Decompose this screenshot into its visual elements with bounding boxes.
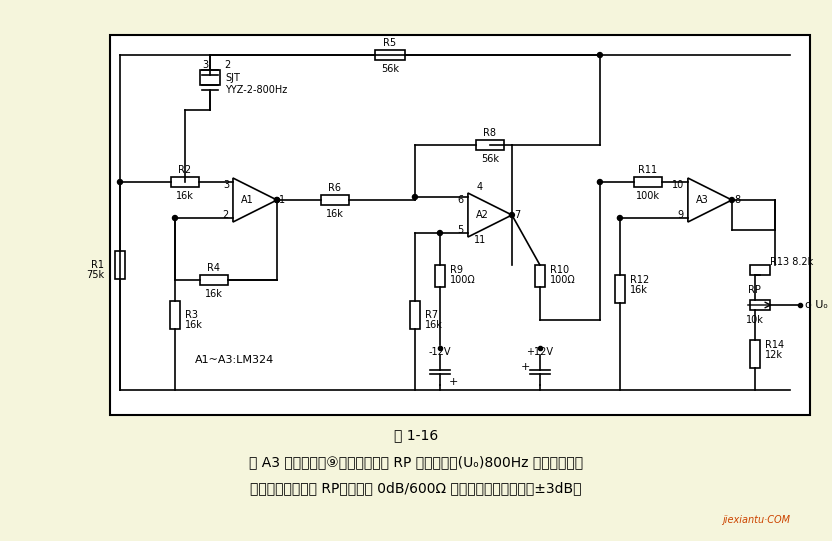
Bar xyxy=(634,177,662,187)
Text: 11: 11 xyxy=(473,235,486,245)
Bar xyxy=(750,265,770,275)
Text: R11: R11 xyxy=(638,165,657,175)
Text: 56k: 56k xyxy=(381,64,399,74)
Text: R3: R3 xyxy=(185,310,198,320)
Text: R12: R12 xyxy=(630,275,649,285)
Bar xyxy=(476,140,504,150)
Text: R8: R8 xyxy=(483,128,497,138)
Text: 级 A3 放大后，其⑨脚送至电位器 RP 的可调输出(Uₒ)800Hz 正弦波信号。: 级 A3 放大后，其⑨脚送至电位器 RP 的可调输出(Uₒ)800Hz 正弦波信… xyxy=(249,455,583,469)
Circle shape xyxy=(275,197,280,202)
Text: R2: R2 xyxy=(178,165,191,175)
Bar xyxy=(200,70,220,85)
Text: 100k: 100k xyxy=(636,191,660,201)
Text: 100Ω: 100Ω xyxy=(550,275,576,285)
Text: o Uₒ: o Uₒ xyxy=(805,300,828,310)
Text: -12V: -12V xyxy=(428,347,451,357)
Circle shape xyxy=(509,213,514,217)
Text: +: + xyxy=(521,362,531,372)
Text: jiexiantu·COM: jiexiantu·COM xyxy=(722,515,790,525)
Text: A3: A3 xyxy=(696,195,708,205)
Text: 8: 8 xyxy=(734,195,740,205)
Bar xyxy=(535,265,545,287)
Bar xyxy=(115,251,125,279)
Text: 10: 10 xyxy=(671,180,684,190)
Text: R4: R4 xyxy=(207,263,220,273)
Text: RP: RP xyxy=(749,285,761,295)
Text: A2: A2 xyxy=(475,210,488,220)
Text: 12k: 12k xyxy=(765,350,783,360)
Text: 16k: 16k xyxy=(425,320,443,330)
Bar xyxy=(170,301,180,329)
Text: 3: 3 xyxy=(223,180,229,190)
Text: 图 1-16: 图 1-16 xyxy=(394,428,438,442)
Text: YYZ-2-800Hz: YYZ-2-800Hz xyxy=(225,85,287,95)
Text: R5: R5 xyxy=(384,38,397,48)
Text: +12V: +12V xyxy=(527,347,553,357)
Bar xyxy=(435,265,445,287)
Text: 5: 5 xyxy=(458,225,464,235)
Text: 9: 9 xyxy=(678,210,684,220)
Bar xyxy=(200,275,228,285)
Bar xyxy=(171,177,199,187)
Text: R10: R10 xyxy=(550,265,569,275)
Circle shape xyxy=(597,52,602,57)
Bar xyxy=(321,195,349,205)
Circle shape xyxy=(172,215,177,221)
Text: 16k: 16k xyxy=(176,191,194,201)
Circle shape xyxy=(438,230,443,235)
Text: 2: 2 xyxy=(224,60,230,70)
Circle shape xyxy=(275,197,280,202)
Bar xyxy=(615,275,625,303)
Text: R14: R14 xyxy=(765,340,784,350)
Text: +: + xyxy=(449,377,458,387)
Text: 3: 3 xyxy=(202,60,208,70)
Text: R13 8.2k: R13 8.2k xyxy=(770,257,813,267)
Text: R1: R1 xyxy=(91,260,104,270)
Text: R7: R7 xyxy=(425,310,438,320)
Text: 75k: 75k xyxy=(86,270,104,280)
Text: 6: 6 xyxy=(458,195,464,205)
Bar xyxy=(375,50,405,60)
Bar xyxy=(110,35,810,415)
Text: 其中，调整电位器 RP，可满足 0dB/600Ω 的输出电平，可调范围±3dB。: 其中，调整电位器 RP，可满足 0dB/600Ω 的输出电平，可调范围±3dB。 xyxy=(250,481,582,495)
Circle shape xyxy=(413,195,418,200)
Text: SJT: SJT xyxy=(225,73,240,83)
Bar xyxy=(410,301,420,329)
Text: 1: 1 xyxy=(279,195,285,205)
Text: R6: R6 xyxy=(329,183,341,193)
Bar xyxy=(750,340,760,368)
Text: A1: A1 xyxy=(240,195,253,205)
Circle shape xyxy=(617,215,622,221)
Bar xyxy=(750,300,770,310)
Text: 16k: 16k xyxy=(326,209,344,219)
Text: 16k: 16k xyxy=(205,289,223,299)
Circle shape xyxy=(117,180,122,184)
Text: 4: 4 xyxy=(477,182,483,192)
Text: R9: R9 xyxy=(450,265,463,275)
Circle shape xyxy=(597,180,602,184)
Circle shape xyxy=(730,197,735,202)
Text: A1~A3:LM324: A1~A3:LM324 xyxy=(195,355,275,365)
Text: 10k: 10k xyxy=(746,315,764,325)
Text: 16k: 16k xyxy=(185,320,203,330)
Text: 2: 2 xyxy=(223,210,229,220)
Text: 7: 7 xyxy=(514,210,520,220)
Text: 56k: 56k xyxy=(481,154,499,164)
Text: 16k: 16k xyxy=(630,285,648,295)
Text: 100Ω: 100Ω xyxy=(450,275,476,285)
